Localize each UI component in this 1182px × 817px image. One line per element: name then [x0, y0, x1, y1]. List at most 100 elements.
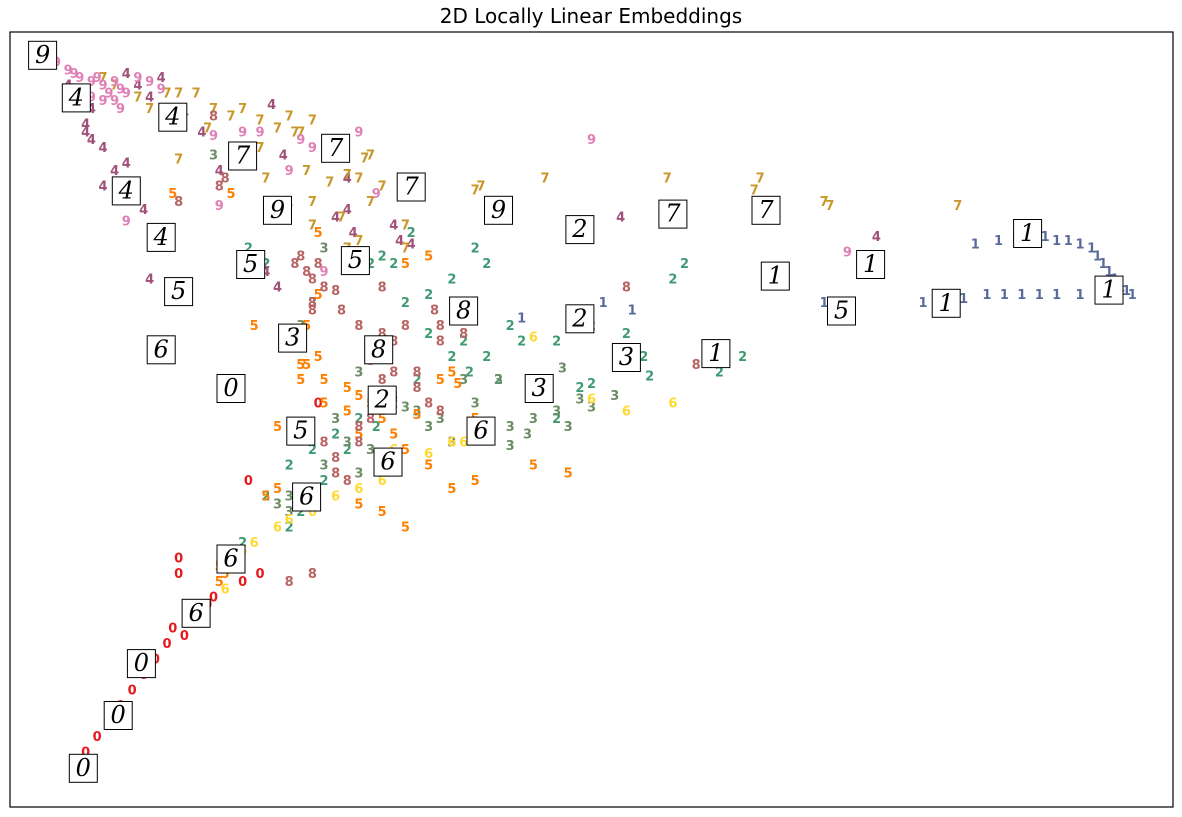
point-digit-7: 7 — [401, 242, 410, 257]
thumbnail-frame — [396, 172, 426, 202]
point-digit-4: 4 — [872, 230, 881, 245]
point-digit-3: 3 — [366, 443, 375, 458]
point-digit-1: 1 — [1052, 234, 1061, 249]
point-digit-7: 7 — [302, 164, 311, 179]
digit-thumbnail: 6 — [292, 482, 322, 512]
point-digit-7: 7 — [162, 87, 171, 102]
thumbnail-frame — [158, 102, 188, 132]
point-digit-9: 9 — [215, 199, 224, 214]
point-digit-1: 1 — [1104, 265, 1113, 280]
digit-thumbnail: 7 — [396, 172, 426, 202]
digit-thumbnail: 9 — [263, 195, 292, 225]
thumbnail-digit-3: 3 — [619, 343, 634, 371]
point-digit-9: 9 — [354, 125, 363, 140]
thumbnail-digit-0: 0 — [223, 374, 238, 402]
point-digit-2: 2 — [261, 490, 270, 505]
point-digit-5: 5 — [424, 249, 433, 264]
point-digit-8: 8 — [354, 435, 363, 450]
point-digit-4: 4 — [407, 238, 416, 253]
point-digit-1: 1 — [1041, 230, 1050, 245]
thumbnail-digit-6: 6 — [473, 417, 488, 445]
point-digit-1: 1 — [1128, 288, 1137, 303]
point-digit-4: 4 — [616, 211, 625, 226]
point-digit-8: 8 — [308, 304, 317, 319]
point-digit-2: 2 — [471, 242, 480, 257]
thumbnail-digit-7: 7 — [665, 200, 681, 228]
point-digit-8: 8 — [331, 451, 340, 466]
thumbnail-digit-6: 6 — [223, 545, 238, 573]
digit-thumbnail: 5 — [827, 296, 856, 326]
point-digit-3: 3 — [529, 412, 538, 427]
point-digit-5: 5 — [215, 575, 224, 590]
point-digit-9: 9 — [372, 187, 381, 202]
point-digit-5: 5 — [354, 389, 363, 404]
point-digit-9: 9 — [87, 90, 96, 105]
thumbnail-frame — [931, 288, 961, 318]
digit-thumbnail: 6 — [181, 598, 211, 628]
point-digit-9: 9 — [64, 63, 73, 78]
point-digit-0: 0 — [174, 567, 183, 582]
point-digit-2: 2 — [575, 381, 584, 396]
point-digit-2: 2 — [715, 366, 724, 381]
point-digit-0: 0 — [162, 637, 171, 652]
thumbnail-digit-0: 0 — [111, 701, 126, 729]
point-digit-1: 1 — [1000, 288, 1009, 303]
point-digit-2: 2 — [668, 273, 677, 288]
point-digit-5: 5 — [302, 358, 311, 373]
point-digit-2: 2 — [645, 369, 654, 384]
points-layer: 0000000000000000000011111111111111111111… — [52, 56, 1137, 776]
point-digit-3: 3 — [308, 296, 317, 311]
point-digit-5: 5 — [389, 428, 398, 443]
thumbnail-digit-9: 9 — [491, 196, 506, 224]
point-digit-5: 5 — [314, 350, 323, 365]
digit-thumbnail: 1 — [701, 339, 731, 369]
point-digit-7: 7 — [476, 180, 485, 195]
point-digit-0: 0 — [180, 629, 189, 644]
point-digit-2: 2 — [494, 373, 503, 388]
point-digit-3: 3 — [354, 466, 363, 481]
point-digit-5: 5 — [343, 404, 352, 419]
point-digit-2: 2 — [261, 257, 270, 272]
thumbnail-frame — [68, 753, 98, 783]
point-digit-8: 8 — [366, 412, 375, 427]
point-digit-2: 2 — [412, 373, 421, 388]
point-digit-8: 8 — [436, 335, 445, 350]
point-digit-1: 1 — [1087, 242, 1096, 257]
thumbnail-frame — [126, 649, 156, 679]
point-digit-6: 6 — [354, 482, 363, 497]
point-digit-7: 7 — [308, 114, 317, 129]
point-digit-9: 9 — [587, 133, 596, 148]
point-digit-4: 4 — [197, 125, 206, 140]
point-digit-2: 2 — [482, 257, 491, 272]
thumbnail-digit-0: 0 — [134, 649, 149, 677]
thumbnail-digit-1: 1 — [939, 289, 954, 317]
digit-thumbnail: 2 — [367, 385, 397, 415]
thumbnail-frame — [367, 385, 397, 415]
point-digit-9: 9 — [157, 83, 166, 98]
point-digit-3: 3 — [209, 149, 218, 164]
thumbnail-frame — [449, 296, 479, 326]
point-digit-5: 5 — [412, 408, 421, 423]
point-digit-7: 7 — [273, 121, 282, 136]
point-digit-3: 3 — [506, 439, 515, 454]
point-digit-1: 1 — [982, 288, 991, 303]
point-digit-7: 7 — [354, 172, 363, 187]
point-digit-8: 8 — [436, 404, 445, 419]
point-digit-5: 5 — [226, 187, 235, 202]
point-digit-7: 7 — [325, 176, 334, 191]
point-digit-7: 7 — [261, 172, 270, 187]
digit-thumbnail: 3 — [611, 343, 641, 372]
point-digit-8: 8 — [389, 366, 398, 381]
digit-thumbnail: 5 — [286, 416, 316, 446]
thumbnail-frame — [321, 133, 351, 163]
point-digit-9: 9 — [116, 83, 125, 98]
point-digit-9: 9 — [122, 214, 131, 229]
point-digit-3: 3 — [523, 428, 532, 443]
point-digit-4: 4 — [279, 149, 288, 164]
point-digit-8: 8 — [331, 466, 340, 481]
digit-thumbnail: 3 — [278, 323, 308, 353]
point-digit-6: 6 — [459, 435, 468, 450]
thumbnail-frame — [827, 296, 856, 326]
